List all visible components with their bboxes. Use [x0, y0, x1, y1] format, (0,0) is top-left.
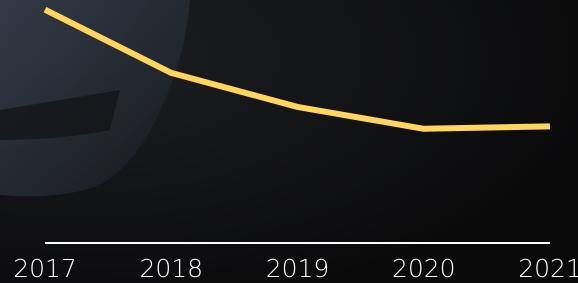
x-tick-label: 2017	[13, 254, 77, 283]
x-tick-label: 2020	[392, 254, 456, 283]
x-tick-label: 2021	[518, 254, 578, 283]
x-tick-label: 2019	[266, 254, 330, 283]
x-tick-label: 2018	[139, 254, 203, 283]
page: {"chart_data": {"type": "line", "categor…	[0, 0, 578, 283]
chart: 2017 2018 2019 2020 2021	[0, 0, 578, 283]
